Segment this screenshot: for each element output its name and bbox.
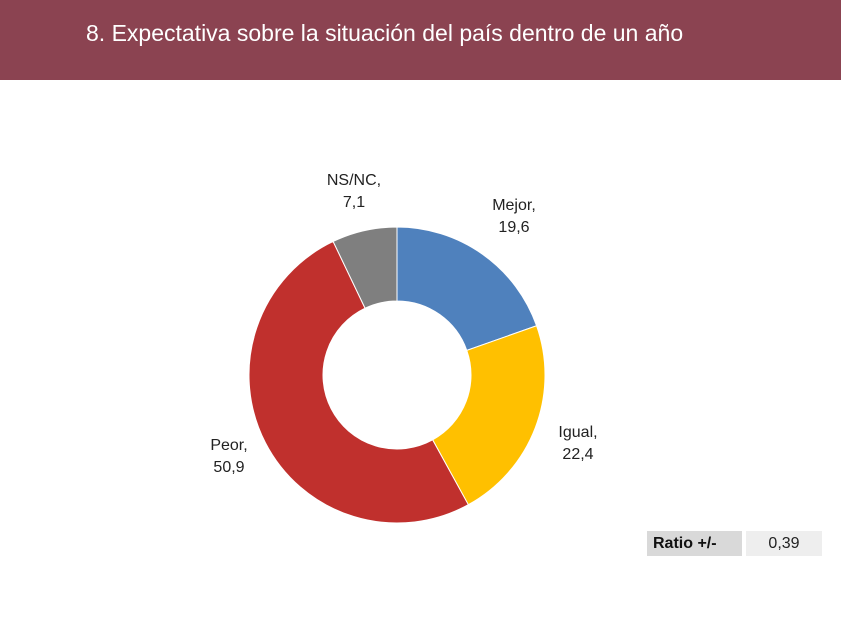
ratio-label: Ratio +/- [647,531,742,556]
slice-label-igual: Igual, 22,4 [558,424,597,463]
slice-label-mejor: Mejor, 19,6 [492,197,536,236]
slice-name-label: Igual, [558,424,597,441]
slice-mejor [396,226,538,352]
slice-label-peor: Peor, 50,9 [210,437,247,476]
ratio-value: 0,39 [746,531,822,556]
slice-peor [248,240,469,524]
slice-ns-nc [332,226,398,309]
page-title: 8. Expectativa sobre la situación del pa… [86,20,684,46]
slice-value-label: 22,4 [562,446,593,463]
slice-name-label: Peor, [210,437,247,454]
slice-name-label: NS/NC, [327,172,381,189]
ratio-table: Ratio +/- 0,39 [647,531,822,556]
donut-chart: Mejor, 19,6 Igual, 22,4 Peor, 50,9 NS/NC, 7,1 [210,172,598,524]
slice-name-label: Mejor, [492,197,536,214]
slice-igual [431,325,546,506]
slice-value-label: 19,6 [498,219,529,236]
slice-value-label: 7,1 [343,194,365,211]
slice-labels: Mejor, 19,6 Igual, 22,4 Peor, 50,9 NS/NC, 7,1 [210,172,597,476]
header-banner: 8. Expectativa sobre la situación del pa… [0,0,841,80]
slice-label-ns-nc: NS/NC, 7,1 [327,172,381,211]
donut-slices [248,226,546,524]
slice-value-label: 50,9 [213,459,244,476]
